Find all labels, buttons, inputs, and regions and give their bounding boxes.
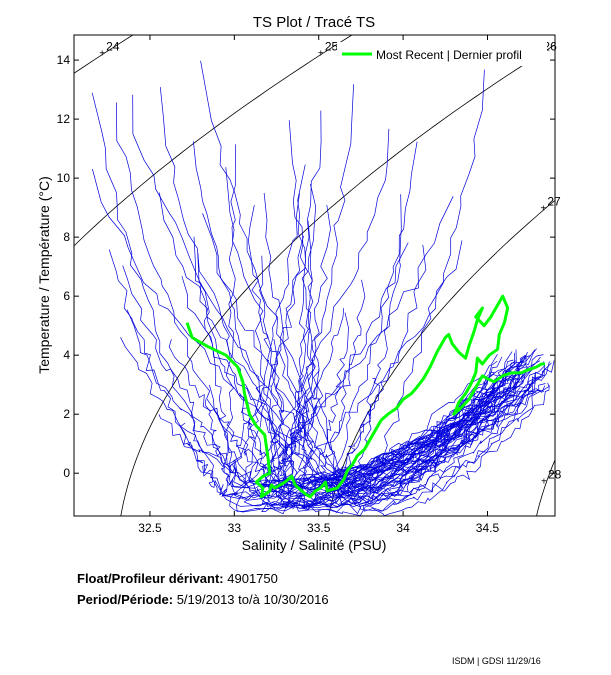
profile-line bbox=[120, 337, 513, 512]
isopycnal-26 bbox=[120, 44, 555, 516]
y-tick-label: 2 bbox=[63, 407, 70, 421]
credit-stamp: ISDM | GDSI 11/29/16 bbox=[452, 656, 541, 666]
float-id: 4901750 bbox=[227, 571, 278, 586]
isopycnal-24 bbox=[74, 35, 134, 74]
plot-frame bbox=[73, 34, 556, 517]
profile-line bbox=[261, 367, 536, 495]
axis-ticks: 32.53333.53434.502468101214+24+25+26+27+… bbox=[57, 35, 562, 535]
isopycnal-27 bbox=[328, 199, 555, 516]
x-tick-label: 33.5 bbox=[307, 521, 331, 535]
profile-line bbox=[329, 244, 528, 495]
isopycnal-label: 27 bbox=[547, 195, 561, 209]
y-tick-label: 14 bbox=[57, 53, 71, 67]
isopycnal-marker: + bbox=[540, 204, 546, 215]
isopycnal-label: 25 bbox=[325, 40, 339, 54]
period-end: 10/30/2016 bbox=[263, 592, 329, 607]
y-tick-label: 4 bbox=[63, 348, 70, 362]
profile-line bbox=[193, 236, 513, 489]
x-tick-label: 32.5 bbox=[138, 521, 162, 535]
historical-profiles bbox=[91, 60, 555, 516]
profile-line bbox=[243, 242, 527, 506]
period-start: 5/19/2013 bbox=[176, 592, 235, 607]
profile-line bbox=[132, 94, 537, 512]
period-label: Period/Période: bbox=[77, 592, 174, 607]
isopycnal-marker: + bbox=[318, 49, 324, 60]
profile-line bbox=[259, 255, 526, 508]
isopycnal-25 bbox=[74, 35, 353, 247]
profile-line bbox=[249, 128, 537, 485]
period-info: Period/Période: 5/19/2013 to/à 10/30/201… bbox=[77, 592, 329, 607]
isopycnal-marker: + bbox=[99, 49, 105, 60]
x-axis-label: Salinity / Salinité (PSU) bbox=[242, 537, 387, 553]
isopycnal-marker: + bbox=[541, 477, 547, 488]
recent-profile bbox=[185, 294, 545, 499]
profile-line bbox=[261, 357, 527, 507]
isopycnal-28 bbox=[536, 458, 555, 516]
x-tick-label: 33 bbox=[228, 521, 242, 535]
legend-label: Most Recent | Dernier profil bbox=[376, 48, 522, 62]
profile-line bbox=[200, 60, 527, 497]
legend: Most Recent | Dernier profil bbox=[337, 42, 547, 66]
float-info: Float/Profileur dérivant: 4901750 bbox=[77, 571, 278, 586]
x-tick-label: 34 bbox=[396, 521, 410, 535]
profile-line bbox=[248, 205, 499, 490]
profile-line bbox=[277, 204, 511, 500]
profile-line bbox=[221, 144, 510, 500]
profile-line bbox=[168, 339, 545, 489]
recent-profile-line bbox=[185, 294, 545, 499]
profile-line bbox=[239, 349, 536, 507]
period-separator: to/à bbox=[238, 592, 260, 607]
profile-line bbox=[331, 354, 544, 498]
profile-line bbox=[296, 164, 536, 509]
y-tick-label: 12 bbox=[57, 112, 71, 126]
x-tick-label: 34.5 bbox=[476, 521, 500, 535]
isopycnal-label: 28 bbox=[548, 468, 562, 482]
profile-line bbox=[202, 213, 550, 505]
float-label: Float/Profileur dérivant: bbox=[77, 571, 224, 586]
chart-title: TS Plot / Tracé TS bbox=[253, 14, 375, 31]
y-axis-label: Temperature / Température (°C) bbox=[36, 176, 52, 374]
profile-line bbox=[179, 355, 526, 499]
y-tick-label: 10 bbox=[57, 171, 71, 185]
y-tick-label: 8 bbox=[63, 230, 70, 244]
y-tick-label: 6 bbox=[63, 289, 70, 303]
profile-line bbox=[303, 183, 504, 491]
profile-line bbox=[126, 309, 532, 509]
isopycnal-lines bbox=[74, 35, 555, 516]
isopycnal-label: 24 bbox=[106, 40, 120, 54]
y-tick-label: 0 bbox=[63, 466, 70, 480]
profile-line bbox=[108, 249, 527, 499]
